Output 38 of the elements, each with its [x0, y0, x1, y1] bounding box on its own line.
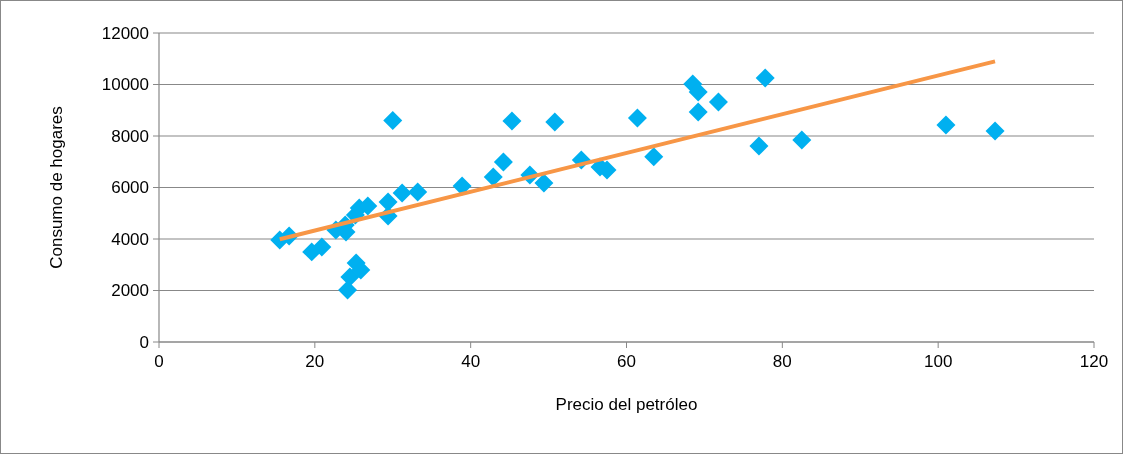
point [545, 112, 565, 132]
x-tick-label: 100 [923, 352, 953, 371]
x-tick-label: 60 [617, 352, 636, 371]
point [936, 115, 956, 135]
x-tick-label: 40 [461, 352, 481, 371]
point [338, 280, 358, 300]
y-axis-title: Consumo de hogares [47, 106, 66, 269]
point [312, 237, 332, 257]
point [688, 82, 708, 102]
point [792, 130, 812, 150]
x-tick-label: 20 [305, 352, 325, 371]
point [688, 102, 708, 122]
y-tick-label: 12000 [101, 23, 149, 43]
point [644, 147, 664, 167]
point [749, 136, 769, 156]
y-tick-label: 4000 [111, 229, 149, 249]
point [483, 167, 503, 187]
point [627, 108, 647, 128]
point [408, 182, 428, 202]
y-tick-label: 6000 [111, 178, 149, 198]
point [383, 111, 403, 131]
point [755, 68, 775, 88]
y-tick-label: 10000 [101, 75, 149, 95]
y-tick-label: 0 [139, 332, 149, 352]
point [392, 183, 412, 203]
point [378, 192, 398, 212]
x-axis-title: Precio del petróleo [555, 395, 698, 414]
point [985, 121, 1005, 141]
point [493, 152, 513, 172]
x-tick-label: 120 [1079, 352, 1109, 371]
x-tick-label: 80 [772, 352, 792, 371]
y-tick-label: 2000 [111, 281, 149, 301]
point [340, 267, 360, 287]
point [708, 92, 728, 112]
x-tick-label: 0 [154, 352, 164, 371]
point [534, 173, 554, 193]
y-tick-label: 8000 [111, 126, 149, 146]
point [502, 111, 522, 131]
